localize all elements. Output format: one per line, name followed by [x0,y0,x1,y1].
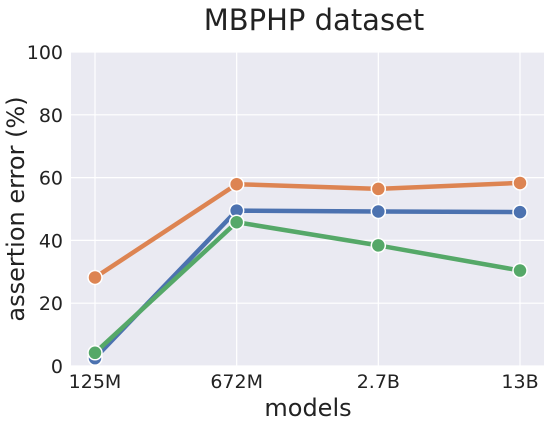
data-point [370,237,387,254]
series-line [92,219,523,356]
data-point [370,181,387,197]
x-tick-label: 125M [69,371,122,393]
data-point [512,204,528,220]
y-tick-label: 100 [27,42,63,64]
x-axis-label: models [264,394,351,422]
series-3 [87,214,528,361]
data-point [228,176,245,192]
y-tick-label: 20 [39,293,63,315]
y-tick-label: 40 [39,230,63,252]
y-tick-label: 80 [39,105,63,127]
data-point [370,203,387,220]
tick-labels: 0 20 40 60 80 100 125M 672M 2.7B 13B [27,42,539,393]
y-axis-label: assertion error (%) [2,96,30,321]
data-point [87,345,103,361]
data-point [512,262,528,279]
x-tick-label: 13B [501,371,538,393]
series-line [92,180,523,280]
x-tick-label: 2.7B [357,371,400,393]
series-2 [87,175,528,286]
series-layer [87,175,528,366]
data-point [87,269,103,286]
series-line [92,208,523,361]
y-tick-label: 0 [51,356,63,378]
y-tick-label: 60 [39,168,63,190]
x-tick-label: 672M [210,371,263,393]
chart-title: MBPHP dataset [204,3,425,37]
series-1 [87,202,528,366]
data-point [228,214,245,230]
data-point [512,175,528,191]
